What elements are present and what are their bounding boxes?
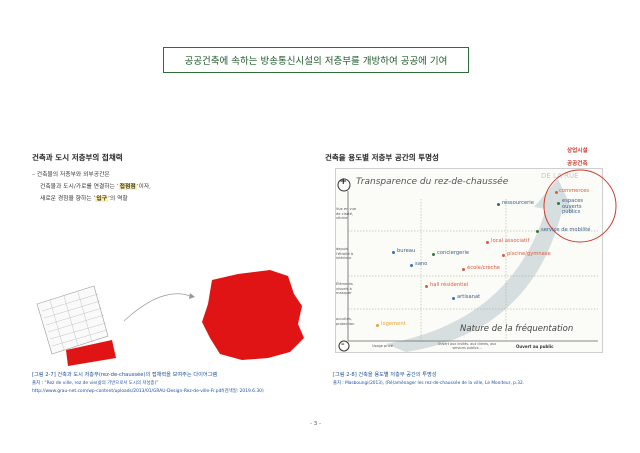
banner-text: 공공건축에 속하는 방송통신시설의 저층부를 개방하여 공공에 기여 — [184, 56, 448, 67]
left-body-line-1: – 건축물의 저층부와 외부공간은 — [32, 172, 110, 178]
page-number: - 3 - — [310, 421, 321, 427]
label-commercial: 상업시설 — [567, 148, 588, 154]
minus-symbol: – — [341, 340, 345, 348]
highlight-entrance: 입구 — [95, 196, 109, 202]
rez-de-chaussee-diagram — [36, 270, 304, 366]
left-body-line-2: 건축물과 도시/가로를 연결하는 ‘접점점’이자, — [40, 184, 152, 190]
plus-symbol: + — [339, 177, 348, 187]
left-figure-source-1: 출처 : “Rez de ville, rez de vie(삶의 기반으로서 … — [32, 381, 159, 386]
transparency-chart: + – Transparence du rez-de-chaussée DE L… — [335, 168, 603, 353]
chart-graphics — [337, 178, 598, 352]
plus-circle-icon — [337, 178, 351, 192]
page-banner: 공공건축에 속하는 방송통신시설의 저층부를 개방하여 공공에 기여 — [163, 47, 469, 73]
y-label-3: occultés, protection — [336, 317, 355, 326]
chart-title: Transparence du rez-de-chaussée — [356, 177, 509, 187]
highlight-contact-point: 접점점 — [118, 184, 137, 190]
label-public-architecture: 공공건축 — [567, 161, 588, 167]
grid-lines — [348, 199, 598, 341]
left-figure-source-2: http://www.grau-net.com/wp-content/uploa… — [32, 389, 264, 394]
x-axis-title: Nature de la fréquentation — [460, 324, 574, 334]
x-label-2: Ouvert au public — [516, 344, 554, 349]
right-section-heading: 건축을 용도별 저층부 공간의 투명성 — [325, 153, 439, 162]
left-body-line-3: 새로운 경험을 향하는 ‘입구’의 역할 — [40, 196, 128, 202]
city-ground-floor-map — [202, 270, 304, 360]
x-label-1: Ouvert aux invités, aux clients, aux ser… — [437, 342, 497, 350]
minus-circle-icon — [338, 340, 350, 352]
y-label-2: Éléments visuels à masquer — [336, 282, 353, 295]
highlight-circle — [543, 169, 617, 243]
left-figure-caption: [그림 2-7] 건축과 도시 저층부(rez-de-chaussée)의 접채… — [32, 372, 218, 378]
frequentation-arrow — [386, 179, 574, 352]
y-label-0: Vue en vue de clarté, vitrine — [336, 207, 357, 220]
left-section-heading: 건축과 도시 저층부의 접채력 — [32, 153, 123, 162]
right-figure-caption: [그림 2-8] 건축을 용도별 저층부 공간의 투명성 — [333, 372, 437, 378]
y-label-1: depuis l'étroite à intérieur — [336, 247, 354, 260]
x-label-0: Usage privé — [372, 344, 393, 348]
ground-floor-red-block — [66, 340, 116, 366]
building-tower-illustration — [36, 285, 116, 366]
transition-arrow — [123, 293, 191, 322]
right-figure-source: 출처 : Masboungi(2013), (Ré)aménager les r… — [333, 381, 525, 386]
